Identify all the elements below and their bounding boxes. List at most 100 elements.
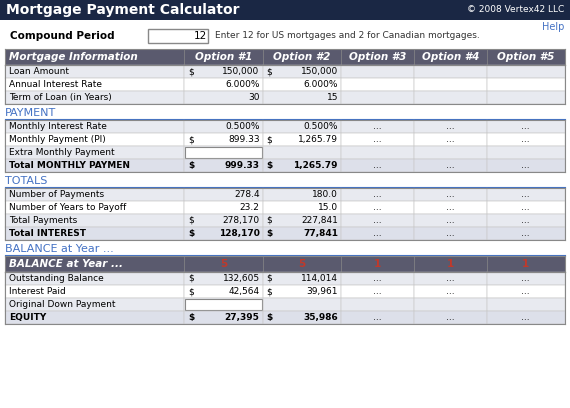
Text: $: $ [188, 67, 194, 76]
Text: ...: ... [373, 122, 382, 131]
Text: 5: 5 [298, 259, 306, 269]
Bar [5, 256, 184, 272]
Text: ...: ... [373, 190, 382, 199]
Bar [185, 299, 262, 310]
Bar [487, 272, 565, 285]
Bar [263, 78, 341, 91]
Bar [184, 227, 263, 240]
Text: 0.500%: 0.500% [225, 122, 259, 131]
Text: 114,014: 114,014 [301, 274, 338, 283]
Bar [487, 214, 565, 227]
Bar [414, 49, 487, 65]
Text: 1,265.79: 1,265.79 [294, 161, 338, 170]
Text: $: $ [267, 274, 272, 283]
Bar [184, 78, 263, 91]
Text: Total Payments: Total Payments [9, 216, 78, 225]
Bar [487, 146, 565, 159]
Bar [414, 159, 487, 172]
Bar [5, 214, 184, 227]
Bar [263, 49, 341, 65]
Bar [341, 311, 414, 324]
Bar [414, 78, 487, 91]
Text: ...: ... [446, 274, 454, 283]
Text: BALANCE at Year ...: BALANCE at Year ... [5, 244, 114, 254]
Bar [263, 133, 341, 146]
Bar [263, 146, 341, 159]
Bar [414, 146, 487, 159]
Bar [263, 256, 341, 272]
Bar [184, 120, 263, 133]
Bar [263, 272, 341, 285]
Text: ...: ... [373, 229, 382, 238]
Bar [263, 201, 341, 214]
Bar [185, 147, 262, 158]
Text: Option #2: Option #2 [273, 52, 331, 62]
Bar [263, 188, 341, 201]
Bar [414, 272, 487, 285]
Text: ...: ... [522, 229, 530, 238]
Text: ...: ... [373, 274, 382, 283]
Text: 899.33: 899.33 [228, 135, 259, 144]
Text: 227,841: 227,841 [301, 216, 338, 225]
Text: $: $ [188, 216, 194, 225]
Bar [5, 78, 184, 91]
Text: 278.4: 278.4 [234, 190, 259, 199]
Text: $: $ [188, 287, 194, 296]
Bar [341, 65, 414, 78]
Text: ...: ... [446, 313, 454, 322]
Bar [341, 188, 414, 201]
Bar [5, 49, 184, 65]
Bar [184, 272, 263, 285]
Bar [5, 188, 184, 201]
Bar [184, 49, 263, 65]
Bar [487, 91, 565, 104]
Text: BALANCE at Year ...: BALANCE at Year ... [9, 259, 123, 269]
Text: $: $ [267, 135, 272, 144]
Text: 100.00: 100.00 [228, 148, 259, 157]
Bar [263, 65, 341, 78]
Text: Extra Monthly Payment: Extra Monthly Payment [9, 148, 115, 157]
Text: 27,395: 27,395 [225, 313, 259, 322]
Text: 999.33: 999.33 [225, 161, 259, 170]
Text: Term of Loan (in Years): Term of Loan (in Years) [9, 93, 112, 102]
Bar [341, 272, 414, 285]
Text: 1: 1 [374, 259, 381, 269]
Bar [184, 298, 263, 311]
Text: 12: 12 [194, 31, 207, 41]
Text: 1,265.79: 1,265.79 [298, 135, 338, 144]
Text: ...: ... [446, 203, 454, 212]
Text: ...: ... [373, 161, 382, 170]
Bar [414, 120, 487, 133]
Bar [263, 159, 341, 172]
Text: Compound Period: Compound Period [10, 31, 115, 41]
Text: 30: 30 [248, 93, 259, 102]
Bar [341, 78, 414, 91]
Text: Option #3: Option #3 [349, 52, 406, 62]
Text: 42,564: 42,564 [229, 287, 259, 296]
Text: 128,170: 128,170 [219, 229, 259, 238]
Bar [414, 311, 487, 324]
Text: $: $ [188, 274, 194, 283]
Bar [414, 133, 487, 146]
Bar [341, 298, 414, 311]
Bar [414, 91, 487, 104]
Text: 132,605: 132,605 [222, 274, 259, 283]
Text: Option #4: Option #4 [421, 52, 479, 62]
Text: 0.500%: 0.500% [303, 122, 338, 131]
Text: EQUITY: EQUITY [9, 313, 46, 322]
Bar [184, 65, 263, 78]
Bar [487, 49, 565, 65]
Bar [487, 133, 565, 146]
Text: Mortgage Information: Mortgage Information [9, 52, 138, 62]
Bar [5, 298, 184, 311]
Bar [5, 201, 184, 214]
Bar [487, 311, 565, 324]
Bar [414, 298, 487, 311]
Text: ...: ... [522, 287, 530, 296]
Text: $: $ [188, 148, 194, 157]
Text: $: $ [267, 229, 273, 238]
Text: 35,986: 35,986 [303, 313, 338, 322]
Bar [341, 133, 414, 146]
Bar [414, 285, 487, 298]
Text: Mortgage Payment Calculator: Mortgage Payment Calculator [6, 3, 239, 17]
